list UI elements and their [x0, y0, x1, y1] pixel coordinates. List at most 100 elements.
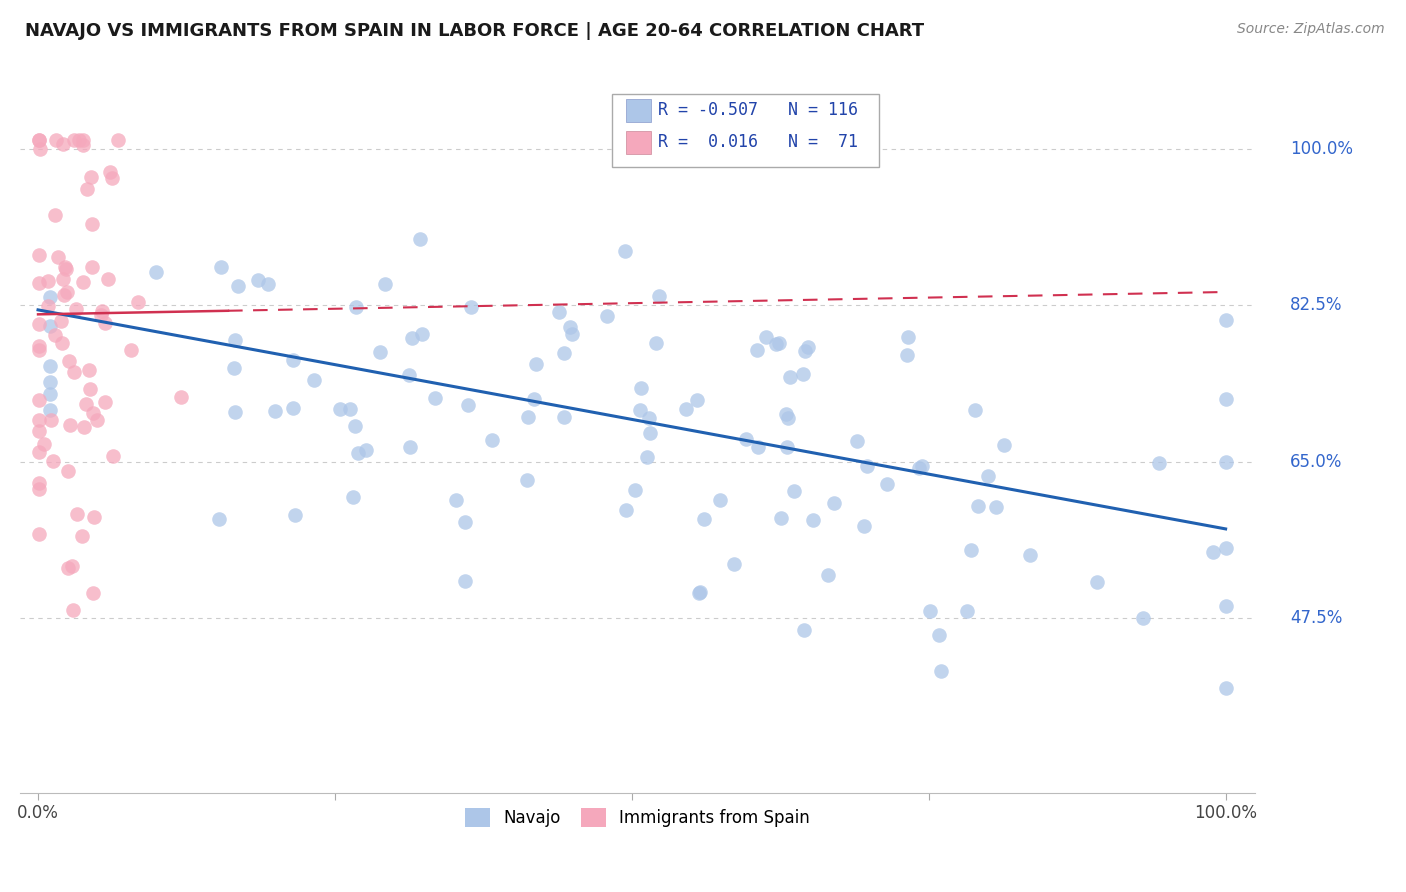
Point	[770, 511, 793, 525]
Point	[628, 402, 651, 417]
Point	[755, 329, 778, 343]
Point	[59, 417, 82, 432]
Point	[910, 458, 932, 473]
Point	[281, 401, 304, 416]
Point	[28, 476, 51, 491]
Point	[374, 277, 396, 292]
Point	[481, 433, 503, 447]
Point	[613, 244, 636, 259]
Point	[83, 509, 105, 524]
Point	[82, 406, 104, 420]
Point	[966, 499, 988, 513]
Point	[454, 515, 477, 529]
Point	[956, 604, 979, 618]
Point	[72, 138, 94, 153]
Point	[28, 142, 51, 156]
Point	[90, 303, 112, 318]
Point	[1202, 545, 1225, 559]
Point	[616, 503, 638, 517]
Point	[281, 353, 304, 368]
Point	[561, 326, 583, 341]
Point	[56, 285, 79, 300]
Point	[928, 627, 950, 641]
Point	[977, 469, 1000, 483]
Point	[73, 420, 96, 434]
Point	[779, 369, 801, 384]
Point	[94, 394, 117, 409]
Point	[636, 450, 658, 465]
Point	[170, 391, 193, 405]
Point	[263, 403, 285, 417]
Point	[28, 248, 51, 262]
Point	[224, 405, 246, 419]
Point	[1085, 574, 1108, 589]
Point	[52, 272, 75, 286]
Point	[524, 357, 547, 371]
Point	[553, 345, 575, 359]
Point	[98, 165, 121, 179]
Point	[523, 392, 546, 406]
Point	[55, 261, 77, 276]
Point	[688, 586, 710, 600]
Point	[72, 133, 94, 147]
Point	[120, 343, 142, 357]
Point	[637, 411, 659, 425]
Point	[993, 438, 1015, 452]
Point	[446, 492, 468, 507]
Point	[638, 426, 661, 441]
Point	[28, 317, 51, 331]
Point	[1215, 392, 1237, 406]
Point	[765, 336, 787, 351]
Point	[853, 519, 876, 533]
Point	[408, 232, 430, 246]
Point	[80, 260, 103, 274]
Point	[28, 483, 51, 497]
Text: Source: ZipAtlas.com: Source: ZipAtlas.com	[1237, 22, 1385, 37]
Point	[257, 277, 280, 292]
Point	[107, 133, 129, 147]
Point	[101, 171, 124, 186]
Text: 82.5%: 82.5%	[1289, 296, 1343, 314]
Point	[226, 278, 249, 293]
Point	[79, 363, 101, 377]
Point	[51, 336, 73, 351]
Point	[1215, 541, 1237, 556]
Point	[354, 442, 377, 457]
Text: R = -0.507   N = 116: R = -0.507 N = 116	[658, 101, 858, 119]
Point	[929, 664, 952, 678]
Point	[398, 368, 420, 382]
Point	[38, 386, 60, 401]
Point	[86, 413, 108, 427]
Point	[28, 276, 51, 290]
Point	[80, 169, 103, 184]
Point	[793, 624, 815, 638]
Point	[62, 559, 84, 574]
Legend: Navajo, Immigrants from Spain: Navajo, Immigrants from Spain	[458, 801, 817, 834]
Point	[38, 375, 60, 389]
Point	[339, 402, 361, 417]
Point	[209, 260, 232, 275]
Point	[72, 275, 94, 289]
Point	[52, 137, 75, 152]
Point	[776, 440, 799, 454]
Point	[460, 300, 482, 314]
Point	[1147, 456, 1170, 470]
Point	[965, 403, 987, 417]
Point	[284, 508, 307, 523]
Point	[1215, 599, 1237, 613]
Point	[747, 440, 769, 454]
Point	[624, 483, 647, 498]
Point	[596, 309, 619, 323]
Point	[37, 274, 59, 288]
Point	[65, 302, 87, 317]
Point	[775, 407, 797, 421]
Point	[42, 454, 65, 468]
Point	[547, 305, 569, 319]
Point	[553, 409, 575, 424]
Point	[224, 333, 246, 347]
Point	[63, 133, 86, 147]
Point	[94, 316, 117, 330]
Point	[1132, 610, 1154, 624]
Point	[28, 339, 51, 353]
Point	[709, 493, 731, 508]
